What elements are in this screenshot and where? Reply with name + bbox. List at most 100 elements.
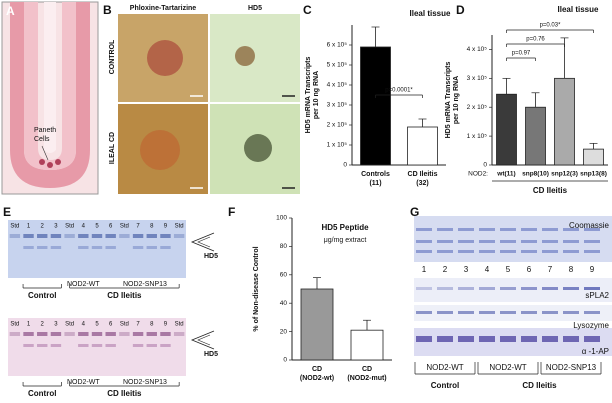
panel-letter: D xyxy=(456,3,465,17)
y-tick-label: 0 xyxy=(283,357,287,364)
gel-band xyxy=(119,234,130,238)
crypt-wall xyxy=(10,2,90,188)
y-tick-label: 2 x 10⁵ xyxy=(327,122,348,129)
gel-band xyxy=(105,344,116,347)
y-tick-label: 3 x 10⁵ xyxy=(327,102,348,109)
row-label: CONTROL xyxy=(109,39,116,74)
blot-label: sPLA2 xyxy=(585,291,609,300)
pointer xyxy=(41,145,49,161)
y-tick-label: 80 xyxy=(280,243,288,250)
blot-band xyxy=(542,336,558,342)
x-tick-note: (NOD2-wt) xyxy=(300,375,334,382)
paneth-granule xyxy=(39,159,45,165)
lane-label: Std xyxy=(65,322,74,328)
bar xyxy=(300,288,334,361)
lane-label: 4 xyxy=(82,322,86,328)
blot-band xyxy=(521,287,537,290)
blot-band xyxy=(416,250,432,253)
blot-band xyxy=(437,228,453,231)
gel-band xyxy=(9,332,21,336)
x-tick-label: snp8(10) xyxy=(522,171,549,178)
lane-label: 7 xyxy=(136,322,140,328)
blot-band xyxy=(458,311,474,314)
blot-band xyxy=(563,336,579,342)
panel-letter: E xyxy=(3,205,11,219)
crypt-stain xyxy=(235,46,255,66)
y-axis-label: HD5 mRNA Transcripts xyxy=(445,62,452,139)
gel-band xyxy=(160,344,171,347)
gel-band xyxy=(37,344,48,347)
lane-label: 2 xyxy=(41,224,45,230)
blot-band xyxy=(500,228,516,231)
stain-label: Phloxine-Tartarizine xyxy=(130,5,196,12)
annotation: Paneth xyxy=(34,127,56,134)
subgroup-label: NOD2-SNP13 xyxy=(123,379,167,386)
blot-band xyxy=(416,228,432,231)
y-tick-label: 2 x 10⁵ xyxy=(467,104,488,111)
group-label: CD Ileitis xyxy=(107,389,142,398)
lane-label: 8 xyxy=(569,265,574,274)
arrow xyxy=(197,334,211,346)
gel-band xyxy=(132,332,144,336)
marker-label: HD5 xyxy=(204,253,218,260)
gel-band xyxy=(91,234,103,238)
gel-band xyxy=(146,246,157,249)
y-tick-label: 1 x 10⁵ xyxy=(467,133,488,140)
y-tick-label: 100 xyxy=(276,215,287,222)
blot-label: Coomassie xyxy=(569,221,610,230)
blot-band xyxy=(542,228,558,231)
y-axis-label: % of Non-disease Control xyxy=(253,246,260,331)
crypt-stain xyxy=(147,40,183,76)
lane-label: Std xyxy=(120,224,129,230)
panel-letter: A xyxy=(6,4,15,18)
blot-band xyxy=(437,240,453,243)
gel-band xyxy=(78,332,89,336)
group-label: Control xyxy=(28,291,56,300)
x-tick-label: wt(11) xyxy=(496,171,515,178)
chart-title: Ileal tissue xyxy=(410,9,451,18)
annotation: p=0.03* xyxy=(540,23,562,29)
blot-band xyxy=(563,240,579,243)
x-tick-label: CD Ileitis xyxy=(408,171,438,178)
subgroup-label: NOD2-WT xyxy=(67,379,100,386)
gel-band xyxy=(160,332,171,336)
y-tick-label: 4 x 10⁵ xyxy=(467,46,488,53)
gel-band xyxy=(173,332,185,336)
lane-label: Std xyxy=(10,322,19,328)
chart-title: HD5 Peptide xyxy=(321,223,369,232)
x-tick-label: CD xyxy=(362,366,372,373)
y-tick-label: 3 x 10⁵ xyxy=(467,75,488,82)
blot-band xyxy=(584,228,600,231)
gel-band xyxy=(91,344,103,347)
lane-label: Std xyxy=(175,224,184,230)
y-axis-label: per 10 ng RNA xyxy=(453,76,460,124)
y-tick-label: 1 x 10⁵ xyxy=(327,142,348,149)
blot-band xyxy=(584,250,600,253)
blot-band xyxy=(521,336,537,342)
lane-label: Std xyxy=(65,224,74,230)
y-tick-label: 60 xyxy=(280,272,288,279)
gel-band xyxy=(78,234,89,238)
blot-band xyxy=(542,311,558,314)
gel-band xyxy=(50,246,62,249)
gel-band xyxy=(105,234,116,238)
gel-band xyxy=(37,246,48,249)
panel-a: Paneth Cells A xyxy=(1,1,99,195)
blot-band xyxy=(416,336,432,342)
blot-band xyxy=(458,250,474,253)
gel-band xyxy=(132,246,144,249)
gel-band xyxy=(105,332,116,336)
y-tick-label: 5 x 10⁵ xyxy=(327,62,348,69)
lane-label: Std xyxy=(175,322,184,328)
lane-label: 1 xyxy=(422,265,427,274)
lane-label: 4 xyxy=(485,265,490,274)
x-tick-label: snp12(3) xyxy=(551,171,578,178)
blot-band xyxy=(416,240,432,243)
panel-g: G xyxy=(410,205,612,356)
stain-label: HD5 xyxy=(248,5,262,12)
x-tick-label: CD xyxy=(312,366,322,373)
chart-subtitle: μg/mg extract xyxy=(324,237,367,244)
x-tick-label: snp13(8) xyxy=(580,171,607,178)
gel-band xyxy=(146,234,157,238)
